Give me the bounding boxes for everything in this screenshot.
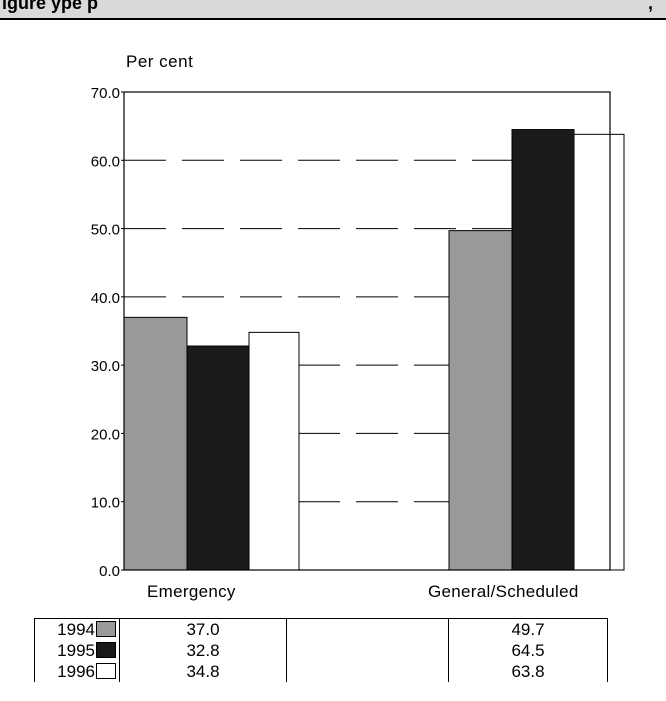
bar-1995 [511,129,575,571]
y-axis-label: Per cent [126,52,194,71]
year-label: 1994 [57,620,95,639]
table-row: 1994 37.0 49.7 [34,618,608,640]
value-cell-general: 49.7 [448,618,608,640]
gap-cell [286,661,449,682]
figure-header-bar: igure ype p , [0,0,666,20]
plot-frame [123,91,611,571]
bar-chart: 0.0 10.0 20.0 30.0 40.0 50.0 60.0 70.0 [91,85,625,580]
gap-cell [286,618,449,640]
value-cell-general: 64.5 [448,640,608,661]
year-cell: 1996 [34,661,120,682]
table-row: 1996 34.8 63.8 [34,661,608,682]
year-cell: 1995 [34,640,120,661]
year-label: 1995 [57,641,95,660]
y-tick-label: 0.0 [99,563,120,580]
table-row: 1995 32.8 64.5 [34,640,608,661]
bar-1996 [573,133,625,571]
y-tick-label: 70.0 [91,85,120,102]
category-label-general-scheduled: General/Scheduled [428,582,579,601]
data-table: 1994 37.0 49.7 1995 32.8 64.5 1996 34.8 … [34,618,608,682]
y-tick-label: 60.0 [91,153,120,170]
gap-cell [286,640,449,661]
value-cell-emergency: 32.8 [119,640,287,661]
legend-swatch-1994 [96,621,116,637]
figure-title-suffix: , [648,0,654,13]
bar-1994 [123,316,188,571]
value-cell-emergency: 34.8 [119,661,287,682]
value-cell-emergency: 37.0 [119,618,287,640]
y-tick-label: 20.0 [91,426,120,443]
y-tick-label: 40.0 [91,290,120,307]
category-label-emergency: Emergency [147,582,236,601]
legend-swatch-1995 [96,642,116,658]
bar-1995 [186,345,250,571]
legend-swatch-1996 [96,663,116,679]
bar-1994 [448,230,513,571]
bar-1996 [248,331,300,571]
year-cell: 1994 [34,618,120,640]
year-label: 1996 [57,662,95,681]
y-tick-label: 30.0 [91,358,120,375]
y-tick-label: 10.0 [91,495,120,512]
value-cell-general: 63.8 [448,661,608,682]
y-tick-label: 50.0 [91,222,120,239]
figure-title: igure ype p [2,0,99,13]
